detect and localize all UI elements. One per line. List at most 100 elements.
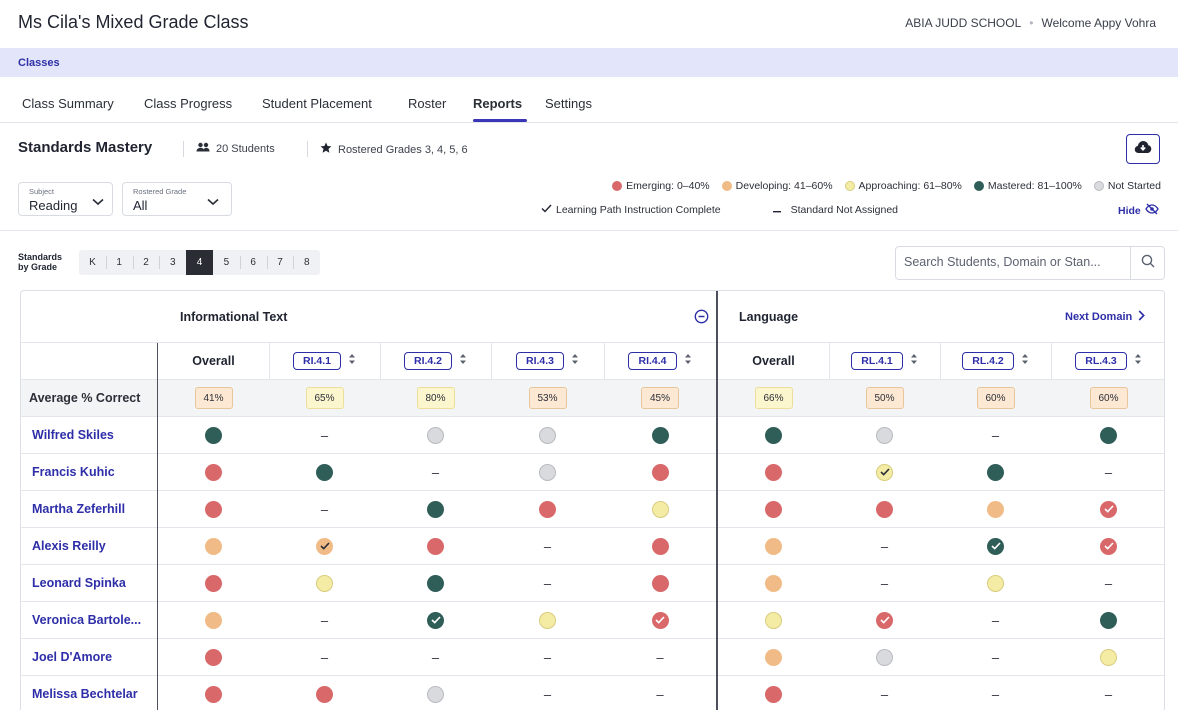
column-rl-4-3[interactable]: RL.4.3 <box>1051 343 1164 379</box>
mastery-cell[interactable] <box>491 491 604 527</box>
mastery-cell[interactable] <box>158 528 269 564</box>
mastery-cell[interactable]: – <box>1051 565 1164 601</box>
standard-pill[interactable]: RI.4.3 <box>515 352 564 370</box>
mastery-cell[interactable] <box>604 528 716 564</box>
mastery-cell[interactable] <box>380 565 491 601</box>
tab-class-summary[interactable]: Class Summary <box>22 96 114 111</box>
mastery-cell[interactable] <box>718 639 829 675</box>
mastery-cell[interactable]: – <box>604 676 716 710</box>
sort-icon[interactable] <box>571 352 579 370</box>
mastery-cell[interactable]: – <box>380 639 491 675</box>
mastery-cell[interactable] <box>940 454 1051 490</box>
mastery-cell[interactable] <box>1051 602 1164 638</box>
student-name-link[interactable]: Francis Kuhic <box>32 465 115 479</box>
rostered-grade-select[interactable]: Rostered Grade All <box>122 182 232 216</box>
mastery-cell[interactable] <box>269 676 380 710</box>
mastery-cell[interactable] <box>380 602 491 638</box>
mastery-cell[interactable] <box>491 602 604 638</box>
sort-icon[interactable] <box>910 352 918 370</box>
mastery-cell[interactable] <box>604 454 716 490</box>
tab-reports[interactable]: Reports <box>473 96 523 111</box>
mastery-cell[interactable]: – <box>604 639 716 675</box>
mastery-cell[interactable] <box>829 639 940 675</box>
next-domain-link[interactable]: Next Domain <box>1065 310 1146 324</box>
mastery-cell[interactable] <box>158 602 269 638</box>
mastery-cell[interactable] <box>718 528 829 564</box>
mastery-cell[interactable]: – <box>269 491 380 527</box>
tab-roster[interactable]: Roster <box>408 96 447 111</box>
grade-chip-2[interactable]: 2 <box>132 250 160 275</box>
welcome-user[interactable]: Welcome Appy Vohra <box>1041 16 1156 30</box>
mastery-cell[interactable] <box>604 491 716 527</box>
grade-chip-1[interactable]: 1 <box>105 250 133 275</box>
grade-chip-4[interactable]: 4 <box>186 250 213 275</box>
grade-chip-8[interactable]: 8 <box>293 250 320 275</box>
mastery-cell[interactable] <box>158 417 269 453</box>
mastery-cell[interactable] <box>604 417 716 453</box>
column-ri-4-1[interactable]: RI.4.1 <box>269 343 380 379</box>
mastery-cell[interactable] <box>940 528 1051 564</box>
mastery-cell[interactable] <box>380 528 491 564</box>
breadcrumb-classes[interactable]: Classes <box>18 57 60 69</box>
mastery-cell[interactable] <box>829 417 940 453</box>
column-rl-4-2[interactable]: RL.4.2 <box>940 343 1051 379</box>
column-ri-4-4[interactable]: RI.4.4 <box>604 343 716 379</box>
subject-select[interactable]: Subject Reading <box>18 182 113 216</box>
mastery-cell[interactable]: – <box>1051 454 1164 490</box>
grade-chip-6[interactable]: 6 <box>239 250 267 275</box>
mastery-cell[interactable]: – <box>380 454 491 490</box>
mastery-cell[interactable] <box>940 491 1051 527</box>
mastery-cell[interactable] <box>829 602 940 638</box>
sort-icon[interactable] <box>684 352 692 370</box>
mastery-cell[interactable] <box>380 676 491 710</box>
mastery-cell[interactable] <box>718 491 829 527</box>
mastery-cell[interactable] <box>718 417 829 453</box>
sort-icon[interactable] <box>1021 352 1029 370</box>
mastery-cell[interactable] <box>269 528 380 564</box>
standard-pill[interactable]: RL.4.3 <box>1075 352 1127 370</box>
sort-icon[interactable] <box>1134 352 1142 370</box>
mastery-cell[interactable]: – <box>829 676 940 710</box>
mastery-cell[interactable] <box>940 565 1051 601</box>
grade-chip-7[interactable]: 7 <box>266 250 294 275</box>
mastery-cell[interactable]: – <box>491 639 604 675</box>
mastery-cell[interactable] <box>604 602 716 638</box>
search-button[interactable] <box>1130 247 1164 279</box>
mastery-cell[interactable] <box>718 602 829 638</box>
student-name-link[interactable]: Joel D'Amore <box>32 650 113 664</box>
mastery-cell[interactable] <box>491 454 604 490</box>
mastery-cell[interactable] <box>1051 528 1164 564</box>
mastery-cell[interactable] <box>829 454 940 490</box>
sort-icon[interactable] <box>348 352 356 370</box>
mastery-cell[interactable]: – <box>1051 676 1164 710</box>
student-name-link[interactable]: Wilfred Skiles <box>32 428 114 442</box>
mastery-cell[interactable] <box>269 565 380 601</box>
standard-pill[interactable]: RL.4.1 <box>851 352 903 370</box>
mastery-cell[interactable] <box>158 491 269 527</box>
download-button[interactable] <box>1126 134 1160 164</box>
mastery-cell[interactable] <box>158 454 269 490</box>
mastery-cell[interactable] <box>380 491 491 527</box>
grade-chip-3[interactable]: 3 <box>159 250 186 275</box>
sort-icon[interactable] <box>459 352 467 370</box>
mastery-cell[interactable]: – <box>491 676 604 710</box>
mastery-cell[interactable]: – <box>269 417 380 453</box>
student-name-link[interactable]: Melissa Bechtelar <box>32 687 138 701</box>
mastery-cell[interactable]: – <box>269 602 380 638</box>
column-ri-4-3[interactable]: RI.4.3 <box>491 343 604 379</box>
mastery-cell[interactable]: – <box>940 602 1051 638</box>
standard-pill[interactable]: RI.4.4 <box>628 352 677 370</box>
mastery-cell[interactable] <box>829 491 940 527</box>
student-name-link[interactable]: Leonard Spinka <box>32 576 126 590</box>
tab-student-placement[interactable]: Student Placement <box>262 96 372 111</box>
mastery-cell[interactable] <box>1051 491 1164 527</box>
mastery-cell[interactable]: – <box>940 676 1051 710</box>
column-ri-4-2[interactable]: RI.4.2 <box>380 343 491 379</box>
tab-class-progress[interactable]: Class Progress <box>144 96 233 111</box>
grade-chip-k[interactable]: K <box>89 257 96 268</box>
mastery-cell[interactable]: – <box>491 565 604 601</box>
standard-pill[interactable]: RI.4.2 <box>403 352 452 370</box>
mastery-cell[interactable] <box>158 676 269 710</box>
mastery-cell[interactable]: – <box>269 639 380 675</box>
grade-chip-5[interactable]: 5 <box>223 257 230 268</box>
